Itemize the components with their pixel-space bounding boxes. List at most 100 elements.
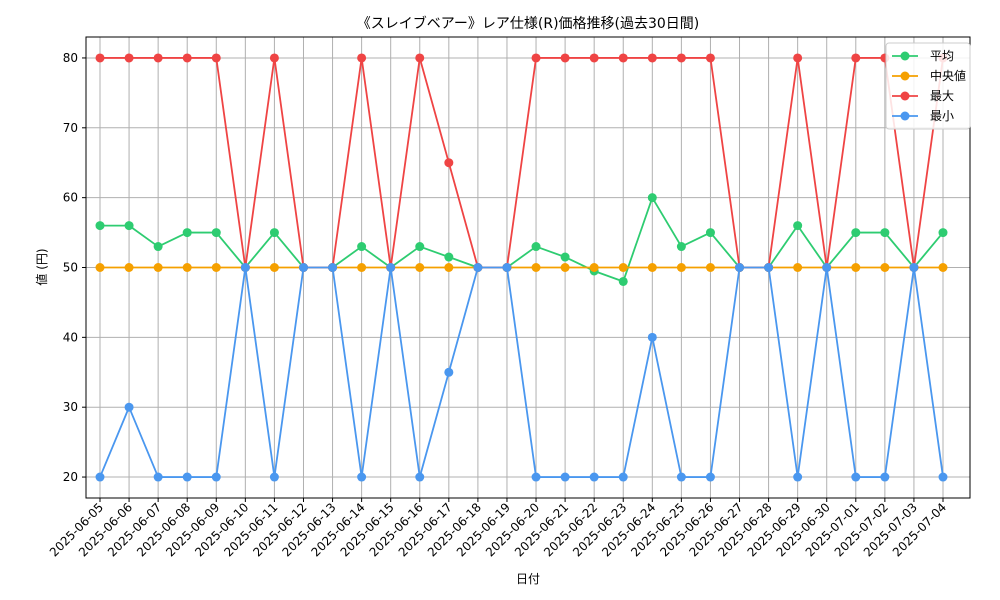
legend-marker <box>900 91 910 101</box>
data-point <box>793 472 803 482</box>
data-point <box>415 242 425 252</box>
data-point <box>211 472 221 482</box>
data-point <box>618 263 628 272</box>
legend-marker <box>900 71 910 81</box>
legend-box <box>885 42 971 130</box>
series-group <box>95 53 948 482</box>
legend-marker <box>900 111 910 121</box>
data-point <box>269 53 279 63</box>
data-point <box>95 221 105 231</box>
data-point <box>95 263 105 272</box>
data-point <box>589 263 599 272</box>
y-tick-label: 50 <box>63 261 78 275</box>
data-point <box>124 263 134 272</box>
data-point <box>618 472 628 482</box>
data-point <box>618 53 628 63</box>
y-tick-label: 30 <box>63 400 78 414</box>
data-point <box>793 263 803 272</box>
data-point <box>793 53 803 63</box>
data-point <box>822 263 832 272</box>
data-point <box>618 276 628 286</box>
data-point <box>676 472 686 482</box>
data-point <box>444 252 454 262</box>
data-point <box>705 263 715 272</box>
data-point <box>124 221 134 231</box>
data-point <box>793 221 803 231</box>
legend-label: 最小 <box>930 109 954 123</box>
y-tick-label: 40 <box>63 330 78 344</box>
data-point <box>153 242 163 252</box>
data-point <box>531 53 541 63</box>
data-point <box>444 263 454 272</box>
data-point <box>357 242 367 252</box>
data-point <box>676 242 686 252</box>
legend-label: 最大 <box>930 89 954 103</box>
data-point <box>153 53 163 63</box>
data-point <box>560 53 570 63</box>
data-point <box>473 263 483 272</box>
data-point <box>938 472 948 482</box>
data-point <box>357 472 367 482</box>
y-tick-label: 70 <box>63 121 78 135</box>
data-point <box>415 263 425 272</box>
data-point <box>182 263 192 272</box>
y-axis-label: 値 (円) <box>34 248 49 285</box>
y-tick-label: 20 <box>63 470 78 484</box>
data-point <box>415 472 425 482</box>
data-point <box>938 228 948 238</box>
data-point <box>851 472 861 482</box>
data-point <box>386 263 396 272</box>
data-point <box>851 53 861 63</box>
data-point <box>269 472 279 482</box>
data-point <box>182 472 192 482</box>
legend-label: 平均 <box>930 49 954 63</box>
data-point <box>357 53 367 63</box>
series-line <box>100 57 944 269</box>
data-point <box>647 332 657 342</box>
data-point <box>705 228 715 238</box>
series-3 <box>95 263 948 482</box>
data-point <box>124 402 134 412</box>
data-point <box>182 53 192 63</box>
data-point <box>211 228 221 238</box>
data-point <box>589 53 599 63</box>
data-point <box>153 263 163 272</box>
data-point <box>735 263 745 272</box>
y-tick-label: 60 <box>63 191 78 205</box>
data-point <box>502 263 512 272</box>
data-point <box>298 263 308 272</box>
data-point <box>938 263 948 272</box>
data-point <box>269 228 279 238</box>
data-point <box>560 263 570 272</box>
data-point <box>647 193 657 203</box>
data-point <box>269 263 279 272</box>
data-point <box>415 53 425 63</box>
chart-title: 《スレイブベアー》レア仕様(R)価格推移(過去30日間) <box>357 15 700 32</box>
data-point <box>560 472 570 482</box>
data-point <box>589 472 599 482</box>
y-tick-label: 80 <box>63 51 78 65</box>
data-point <box>880 472 890 482</box>
data-point <box>95 53 105 63</box>
series-line <box>99 266 944 478</box>
data-point <box>676 263 686 272</box>
data-point <box>357 263 367 272</box>
legend-label: 中央値 <box>930 68 966 83</box>
data-point <box>531 263 541 272</box>
x-axis: 2025-06-052025-06-062025-06-072025-06-08… <box>47 498 949 559</box>
data-point <box>182 228 192 238</box>
y-axis: 20 30 40 50 60 70 80 <box>63 51 86 484</box>
data-point <box>124 53 134 63</box>
data-point <box>211 53 221 63</box>
data-point <box>647 53 657 63</box>
data-point <box>211 263 221 272</box>
x-axis-label: 日付 <box>516 572 540 586</box>
data-point <box>153 472 163 482</box>
data-point <box>764 263 774 272</box>
data-point <box>909 263 919 272</box>
data-point <box>240 263 250 272</box>
data-point <box>851 228 861 238</box>
data-point <box>880 228 890 238</box>
